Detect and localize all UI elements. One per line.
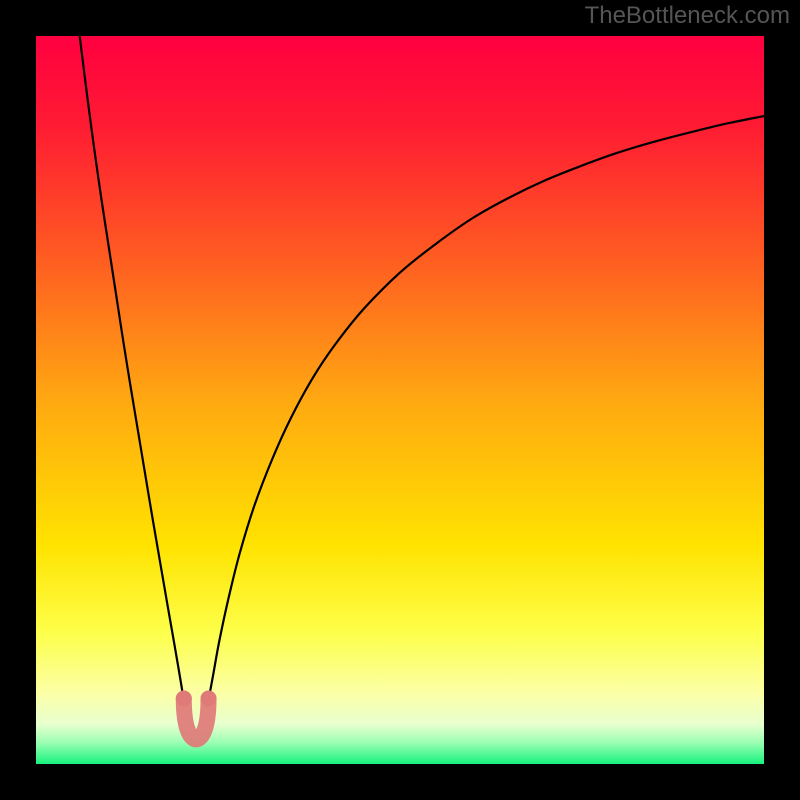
chart-background (36, 36, 764, 764)
bottom-hook-cap (176, 690, 192, 706)
plot-area (36, 36, 764, 764)
chart-frame: TheBottleneck.com (0, 0, 800, 800)
bottom-hook-cap (201, 690, 217, 706)
watermark-text: TheBottleneck.com (585, 2, 790, 30)
